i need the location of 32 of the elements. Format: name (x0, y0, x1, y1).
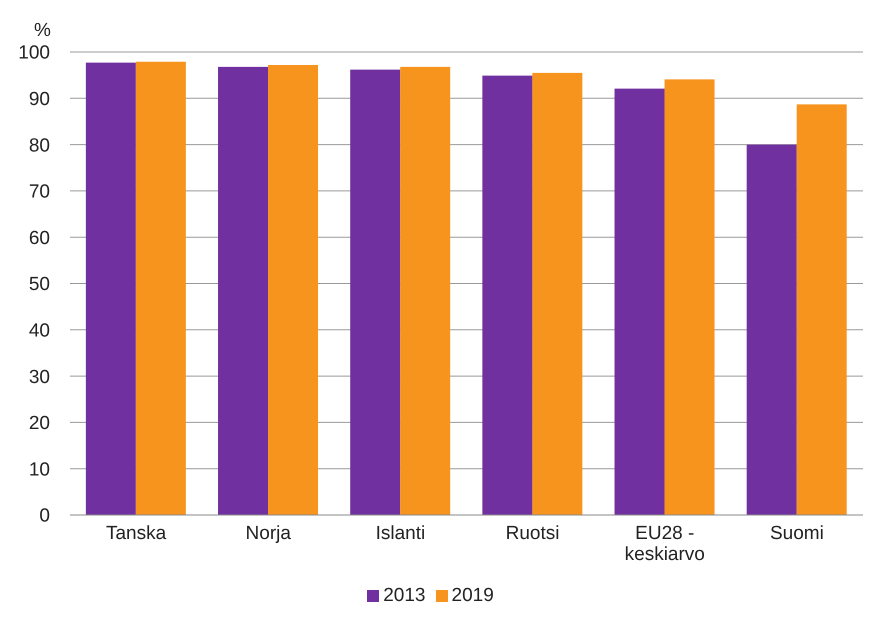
bar (746, 144, 797, 515)
bar (268, 64, 318, 515)
bar (136, 62, 186, 515)
y-tick-label: 20 (28, 413, 50, 434)
x-tick-label: Norja (246, 523, 292, 544)
y-tick-label: 40 (28, 320, 50, 342)
x-tick-label: Suomi (770, 523, 824, 544)
bar (614, 88, 665, 515)
y-tick-label: 50 (28, 274, 50, 296)
x-tick-label: Ruotsi (506, 523, 560, 544)
y-tick-label: 60 (28, 228, 50, 249)
y-tick-label: 10 (28, 459, 50, 480)
bar (400, 66, 450, 515)
bar (218, 66, 268, 515)
y-tick-label: 100 (18, 42, 50, 64)
y-tick-label: 70 (28, 182, 50, 203)
bar (796, 104, 847, 515)
y-tick-label: 0 (39, 506, 50, 527)
bar (532, 72, 582, 515)
bar (482, 76, 532, 515)
y-tick-label: 90 (28, 89, 50, 110)
y-axis-title: % (34, 20, 51, 42)
legend-label: 2019 (452, 585, 494, 606)
legend-label: 2013 (383, 585, 426, 606)
bar (86, 62, 136, 515)
x-tick-label: Tanska (106, 523, 167, 544)
y-tick-label: 30 (28, 366, 50, 388)
x-tick-label: EU28 - keskiarvo (624, 523, 705, 565)
y-tick-label: 80 (28, 135, 50, 156)
x-tick-label: Islanti (376, 523, 426, 544)
bar (664, 79, 715, 515)
bar (350, 70, 400, 515)
